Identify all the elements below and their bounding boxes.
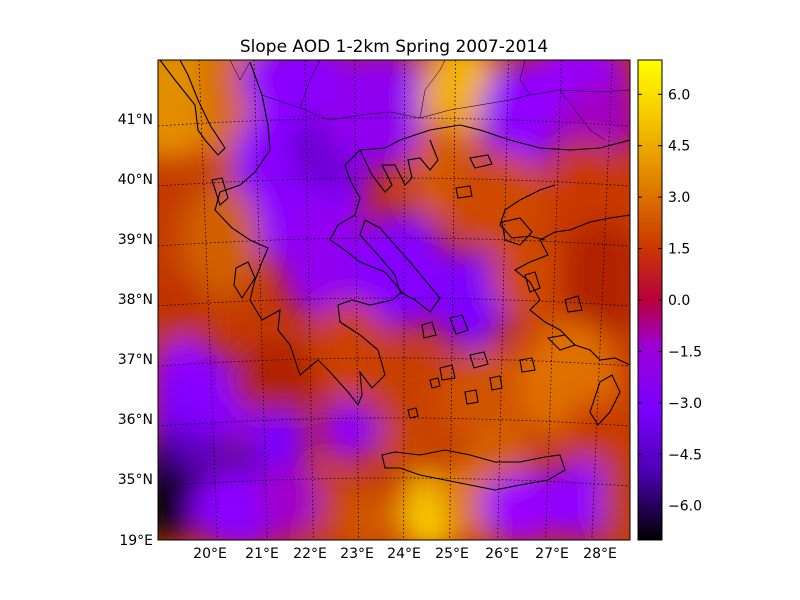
field-patch-17 bbox=[350, 210, 450, 330]
field-patch-45 bbox=[380, 420, 440, 480]
colorbar-tick-label: 0.0 bbox=[668, 293, 690, 309]
lon-label: 22°E bbox=[293, 546, 327, 562]
meridian-line bbox=[253, 60, 268, 540]
parallel-line bbox=[158, 357, 630, 367]
field-patch-44 bbox=[260, 460, 320, 540]
longitude-labels: 20°E 21°E 22°E 23°E 24°E 25°E 26°E 27°E 28°E bbox=[193, 546, 617, 562]
field-patch-11 bbox=[560, 80, 630, 160]
meridian-line bbox=[449, 60, 456, 540]
borders bbox=[229, 60, 630, 141]
corner-lon-label: 19°E bbox=[119, 533, 153, 549]
colorbar-tick-label: −3.0 bbox=[668, 396, 702, 412]
lat-label: 39°N bbox=[118, 232, 153, 248]
field-patch-39 bbox=[420, 510, 450, 540]
field-patch-19 bbox=[490, 240, 570, 320]
lat-label: 40°N bbox=[118, 172, 153, 188]
field-patch-15 bbox=[180, 180, 260, 300]
parallel-line bbox=[158, 417, 630, 427]
colorbar-tick-label: −6.0 bbox=[668, 499, 702, 515]
colorbar-tick-label: −1.5 bbox=[668, 344, 702, 360]
coastlines bbox=[159, 60, 630, 491]
lon-label: 24°E bbox=[387, 546, 421, 562]
field-patch-25 bbox=[230, 340, 330, 420]
colorbar-tick-label: 6.0 bbox=[668, 87, 690, 103]
lon-label: 21°E bbox=[245, 546, 279, 562]
colorbar-tick-label: 4.5 bbox=[668, 139, 690, 155]
lat-label: 38°N bbox=[118, 292, 153, 308]
lon-label: 20°E bbox=[193, 546, 227, 562]
lon-label: 23°E bbox=[340, 546, 374, 562]
map-panel bbox=[158, 60, 630, 540]
field-patch-33 bbox=[170, 430, 230, 470]
lon-label: 28°E bbox=[583, 546, 617, 562]
meridian-line bbox=[403, 60, 406, 540]
parallel-line bbox=[158, 477, 630, 487]
field-patch-26 bbox=[310, 300, 390, 400]
colorbar: 6.0 4.5 3.0 1.5 0.0 −1.5 −3.0 −4.5 −6.0 bbox=[637, 59, 702, 541]
parallel-line bbox=[158, 117, 630, 127]
colorbar-tick-label: −4.5 bbox=[668, 447, 702, 463]
colorbar-ticks: 6.0 4.5 3.0 1.5 0.0 −1.5 −3.0 −4.5 −6.0 bbox=[638, 87, 702, 515]
lat-label: 35°N bbox=[118, 472, 153, 488]
field-patch-42 bbox=[540, 460, 620, 540]
field-patch-13 bbox=[450, 150, 550, 250]
field-patch-37 bbox=[340, 490, 400, 540]
lat-label: 36°N bbox=[118, 412, 153, 428]
field-patch-6 bbox=[320, 60, 440, 170]
field-patch-20 bbox=[560, 220, 630, 340]
aod-slope-field bbox=[158, 60, 630, 540]
field-patch-46 bbox=[470, 420, 530, 480]
map-frame bbox=[157, 59, 631, 541]
field-patch-47 bbox=[320, 400, 380, 460]
lon-label: 25°E bbox=[435, 546, 469, 562]
field-patch-18 bbox=[430, 250, 510, 350]
graticule bbox=[158, 60, 630, 540]
lon-label: 26°E bbox=[485, 546, 519, 562]
colorbar-tick-label: 1.5 bbox=[668, 242, 690, 258]
field-patch-30 bbox=[560, 400, 630, 480]
field-patch-32 bbox=[158, 470, 200, 540]
meridian-line bbox=[304, 60, 314, 540]
meridian-line bbox=[198, 60, 218, 540]
parallel-line bbox=[158, 237, 630, 247]
field-patch-48 bbox=[250, 410, 310, 470]
meridian-line bbox=[591, 60, 613, 540]
lat-label: 41°N bbox=[118, 112, 153, 128]
colorbar-tick-label: 3.0 bbox=[668, 190, 690, 206]
meridian-line bbox=[497, 60, 509, 540]
lon-label: 27°E bbox=[535, 546, 569, 562]
parallel-line bbox=[158, 177, 630, 187]
meridian-line bbox=[354, 60, 359, 540]
meridian-line bbox=[545, 60, 562, 540]
map-title: Slope AOD 1-2km Spring 2007-2014 bbox=[240, 37, 548, 57]
field-patch-43 bbox=[600, 460, 630, 540]
field-patch-41 bbox=[480, 465, 560, 540]
latitude-labels: 41°N 40°N 39°N 38°N 37°N 36°N 35°N bbox=[118, 112, 153, 488]
field-patch-16 bbox=[280, 200, 360, 320]
lat-label: 37°N bbox=[118, 352, 153, 368]
